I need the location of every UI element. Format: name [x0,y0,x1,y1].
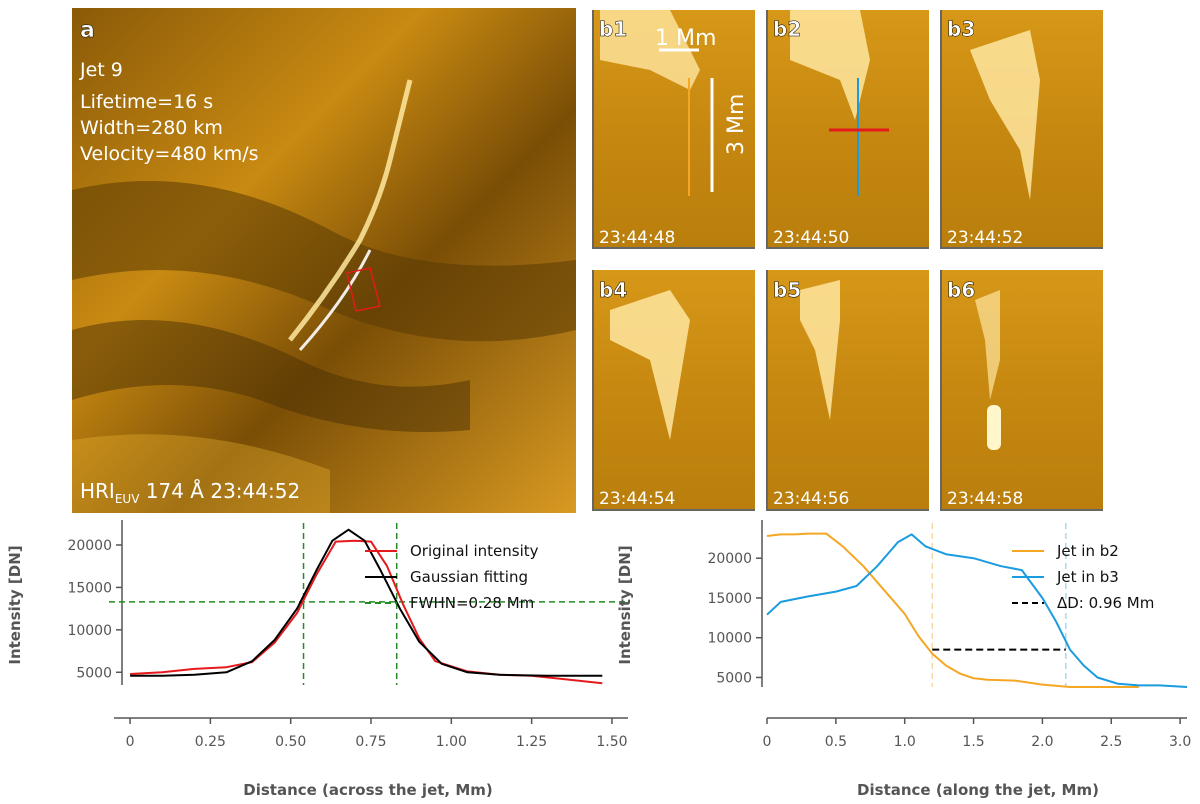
panel-b4-label: b4 [599,278,627,302]
panel-b1-label: b1 [599,17,627,41]
chart2-series [766,532,1188,688]
instrument-sub: EUV [115,492,140,506]
panel-b1-time: 23:44:48 [599,228,675,248]
scale-3mm-label: 3 Mm [724,94,749,155]
chart2-xtick-label-6: 3.0 [1169,734,1191,750]
panel-b3-label: b3 [947,17,975,41]
width-text: Width=280 km [80,117,223,139]
chart1-legend-label-2: FWHN=0.28 Mm [410,594,534,612]
panel-b5-label: b5 [773,278,801,302]
panel-b5-time: 23:44:56 [773,489,849,509]
dark-lane [72,181,576,342]
panel-b2-time: 23:44:50 [773,228,849,248]
chart1-series-original-intensity [130,539,603,685]
chart2-xtick-label-1: 0.5 [825,734,847,750]
chart2-ylabel: Intensity [DN] [616,545,634,664]
chart2-yticks: 5000 10000 15000 20000 [707,551,762,686]
chart2-xlabel: Distance (along the jet, Mm) [857,781,1099,799]
panel-b6: b6 23:44:58 [941,270,1103,510]
region-box [346,267,381,312]
chart-across-jet: 0 0.25 0.50 0.75 1.00 1.25 1.50 5000 10000 15000… [6,520,628,799]
panel-b5: b5 23:44:56 [767,270,929,510]
chart1-ylabel: Intensity [DN] [6,545,24,664]
panel-b1-bright [600,10,700,90]
panel-b2: b2 23:44:50 [767,10,929,248]
chart1-legend-label-1: Gaussian fitting [410,568,528,586]
panel-b5-bright [800,280,840,420]
panel-b-frames [592,10,1103,511]
chart1-series [130,528,603,685]
chart1-series-gaussian-fitting [130,528,603,677]
chart2-xtick-label-5: 2.5 [1100,734,1122,750]
chart1-xtick-label-5: 1.25 [516,734,547,750]
chart2-ytick-label-0: 5000 [716,670,752,686]
panel-b3-bright [970,30,1040,200]
chart2-series-jet-in-b3 [766,533,1188,688]
panel-b6-bright [975,290,1000,400]
jet-core [298,249,372,352]
chart1-ytick-label-0: 5000 [76,665,112,681]
instrument-caption: HRIEUV 174 Å 23:44:52 [80,479,300,506]
chart2-ytick-label-3: 20000 [707,551,752,567]
chart1-xtick-label-6: 1.50 [596,734,627,750]
chart2-ytick-label-2: 15000 [707,591,752,607]
panel-b6-label: b6 [947,278,975,302]
chart1-xtick-label-0: 0 [126,734,135,750]
chart1-legend: Original intensity Gaussian fitting FWHN=0… [365,542,539,612]
panel-b4-time: 23:44:54 [599,489,675,509]
chart2-legend-label-0: Jet in b2 [1056,542,1119,560]
panel-b2-bright [790,10,870,120]
panel-b4-bright [610,290,690,440]
panel-b4: b4 23:44:54 [593,270,755,510]
chart1-xtick-label-3: 0.75 [355,734,386,750]
panel-b5-image [767,270,929,510]
panel-b6-blob [987,405,1001,450]
chart2-xtick-label-2: 1.0 [894,734,916,750]
panel-b2-label: b2 [773,17,801,41]
panel-b6-time: 23:44:58 [947,489,1023,509]
chart1-axes [114,520,628,719]
chart2-reference-lines [931,523,1067,687]
chart1-ytick-label-2: 15000 [67,580,112,596]
chart1-xlabel: Distance (across the jet, Mm) [243,781,493,799]
panel-a: a Jet 9 Lifetime=16 s Width=280 km Veloc… [72,8,576,513]
dark-lane-lower [72,320,470,432]
velocity-text: Velocity=480 km/s [80,143,259,165]
panel-a-label: a [80,18,95,43]
lifetime-text: Lifetime=16 s [80,91,213,113]
jet-name: Jet 9 [79,59,123,81]
panels-b: 1 Mm 3 Mm b1 23:44:48 b2 23:44:50 b3 23:… [592,10,1103,511]
chart1-legend-label-0: Original intensity [410,542,539,560]
panel-b6-image [941,270,1103,510]
chart2-xtick-label-3: 1.5 [962,734,984,750]
panel-b3-time: 23:44:52 [947,228,1023,248]
chart1-xtick-label-2: 0.50 [275,734,306,750]
instrument-name: HRI [80,479,115,503]
chart1-yticks: 5000 10000 15000 20000 [67,538,122,681]
chart2-legend-label-2: ΔD: 0.96 Mm [1057,594,1154,612]
chart2-legend: Jet in b2 Jet in b3 ΔD: 0.96 Mm [1012,542,1154,612]
chart-along-jet: 0 0.5 1.0 1.5 2.0 2.5 3.0 5000100001500020000 … [616,520,1191,799]
bright-loops [72,434,330,513]
chart2-xtick-label-4: 2.0 [1031,734,1053,750]
panel-b3: b3 23:44:52 [941,10,1103,248]
jet-spire [288,79,413,342]
chart2-ytick-label-1: 10000 [707,631,752,647]
chart1-ytick-label-3: 20000 [67,538,112,554]
chart2-xtick-label-0: 0 [763,734,772,750]
chart1-xtick-label-1: 0.25 [195,734,226,750]
chart2-axes [761,520,1187,719]
chart2-xticks: 0 0.5 1.0 1.5 2.0 2.5 3.0 [763,718,1191,750]
chart1-xticks: 0 0.25 0.50 0.75 1.00 1.25 1.50 [126,718,628,750]
chart1-ytick-label-1: 10000 [67,623,112,639]
wavelength-time: 174 Å 23:44:52 [139,479,300,503]
chart2-series-jet-in-b2 [766,532,1139,688]
scale-1mm-label: 1 Mm [655,26,716,51]
chart2-legend-label-1: Jet in b3 [1056,568,1119,586]
panel-b1: 1 Mm 3 Mm b1 23:44:48 [593,10,755,248]
chart1-xtick-label-4: 1.00 [436,734,467,750]
